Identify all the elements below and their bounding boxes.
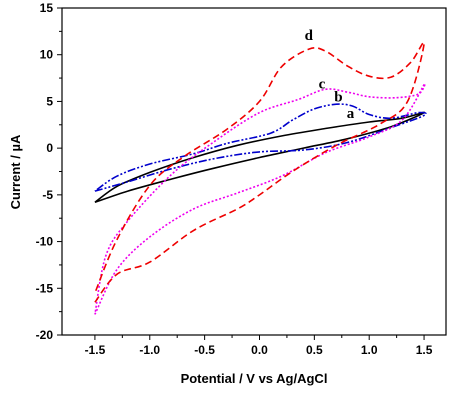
curve-label-b: b	[334, 89, 342, 105]
x-tick-label: 1.5	[416, 343, 433, 357]
x-tick-label: 0.5	[306, 343, 323, 357]
curve-b	[94, 103, 427, 192]
curve-label-d: d	[305, 28, 314, 44]
plot-frame	[61, 7, 447, 336]
y-axis-title: Current / µA	[8, 134, 23, 209]
x-tick-label: 1.0	[361, 343, 378, 357]
curve-label-a: a	[347, 106, 355, 122]
x-tick-label: 0.0	[251, 343, 268, 357]
curve-a	[94, 111, 425, 204]
y-tick-label: -15	[36, 281, 54, 295]
y-tick-label: 0	[46, 141, 53, 155]
y-tick-label: 15	[40, 1, 54, 15]
y-tick-label: 10	[40, 48, 54, 62]
y-tick-label: -5	[42, 188, 53, 202]
x-tick-label: -1.5	[85, 343, 106, 357]
y-axis-ticks: -20 -15 -10 -5 0 5 10 15	[36, 1, 62, 342]
plot-area-border	[61, 7, 447, 336]
y-tick-label: -10	[36, 235, 54, 249]
curve-label-c: c	[319, 76, 326, 92]
x-tick-label: -1.0	[139, 343, 160, 357]
curves	[94, 41, 427, 315]
curve-labels: abc d	[305, 28, 355, 122]
y-tick-label: -20	[36, 328, 54, 342]
y-tick-label: 5	[46, 94, 53, 108]
curve-c	[94, 82, 426, 315]
x-axis-title: Potential / V vs Ag/AgCl	[181, 371, 328, 386]
x-tick-label: -0.5	[194, 343, 215, 357]
x-axis-ticks: -1.5 -1.0 -0.5 0.0 0.5 1.0 1.5	[85, 335, 433, 357]
curve-d	[94, 41, 425, 303]
